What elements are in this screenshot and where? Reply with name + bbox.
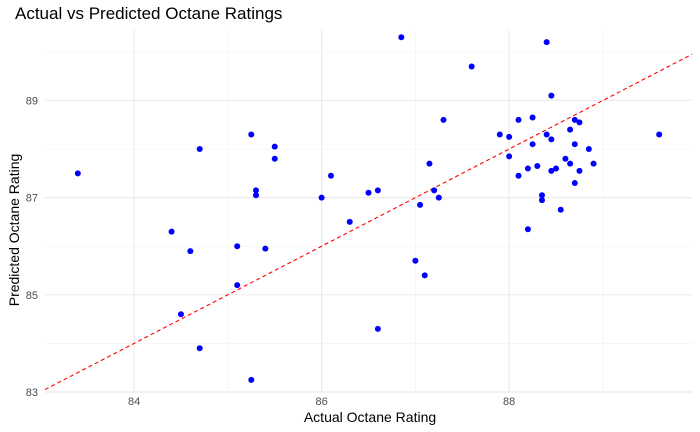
data-point [435,194,442,201]
data-point [327,172,334,179]
x-tick-label: 84 [128,396,140,408]
chart-title: Actual vs Predicted Octane Ratings [15,4,283,23]
data-point [585,146,592,153]
x-tick-label: 86 [315,396,327,408]
data-point [571,116,578,123]
data-point [412,257,419,264]
data-point [529,141,536,148]
data-point [431,187,438,194]
data-point [562,155,569,162]
data-point [196,345,203,352]
data-point [538,197,545,204]
data-point [468,63,475,70]
data-point [374,325,381,332]
data-point [398,34,405,41]
data-point [557,206,564,213]
data-point [656,131,663,138]
data-point [553,165,560,172]
data-point [187,248,194,255]
data-point [496,131,503,138]
data-point [524,226,531,233]
data-point [567,126,574,133]
data-point [567,160,574,167]
data-point [548,136,555,143]
data-point [506,133,513,140]
data-points [74,34,663,383]
data-point [318,194,325,201]
data-point [548,167,555,174]
data-point [543,131,550,138]
x-tick-label: 88 [503,396,515,408]
data-point [421,272,428,279]
reference-line [44,53,693,391]
data-point [590,160,597,167]
data-point [571,180,578,187]
data-point [271,143,278,150]
data-point [74,170,81,177]
y-tick-label: 83 [26,387,38,399]
data-point [571,141,578,148]
y-tick-label: 87 [26,193,38,205]
data-point [506,153,513,160]
data-point [234,243,241,250]
y-tick-label: 85 [26,290,38,302]
data-point [248,376,255,383]
data-point [252,192,259,199]
data-point [515,116,522,123]
data-point [346,218,353,225]
data-point [440,116,447,123]
data-point [548,92,555,99]
data-point [524,165,531,172]
data-point [168,228,175,235]
data-point [417,201,424,208]
data-point [529,114,536,121]
data-point [248,131,255,138]
data-point [576,167,583,174]
data-point [426,160,433,167]
data-point [365,189,372,196]
minor-gridlines [45,30,692,392]
data-point [534,163,541,170]
data-point [234,282,241,289]
data-point [177,311,184,318]
data-point [374,187,381,194]
data-point [576,119,583,126]
data-point [538,192,545,199]
data-point [271,155,278,162]
y-axis-title: Predicted Octane Rating [6,154,22,307]
x-axis-title: Actual Octane Rating [304,409,436,425]
major-gridlines [45,30,692,393]
y-tick-labels: 83 85 87 89 [26,95,38,399]
data-point [543,39,550,46]
data-point [262,245,269,252]
x-tick-labels: 84 86 88 [128,396,515,408]
y-tick-label: 89 [26,95,38,107]
data-point [196,146,203,153]
data-point [252,187,259,194]
data-point [515,172,522,179]
